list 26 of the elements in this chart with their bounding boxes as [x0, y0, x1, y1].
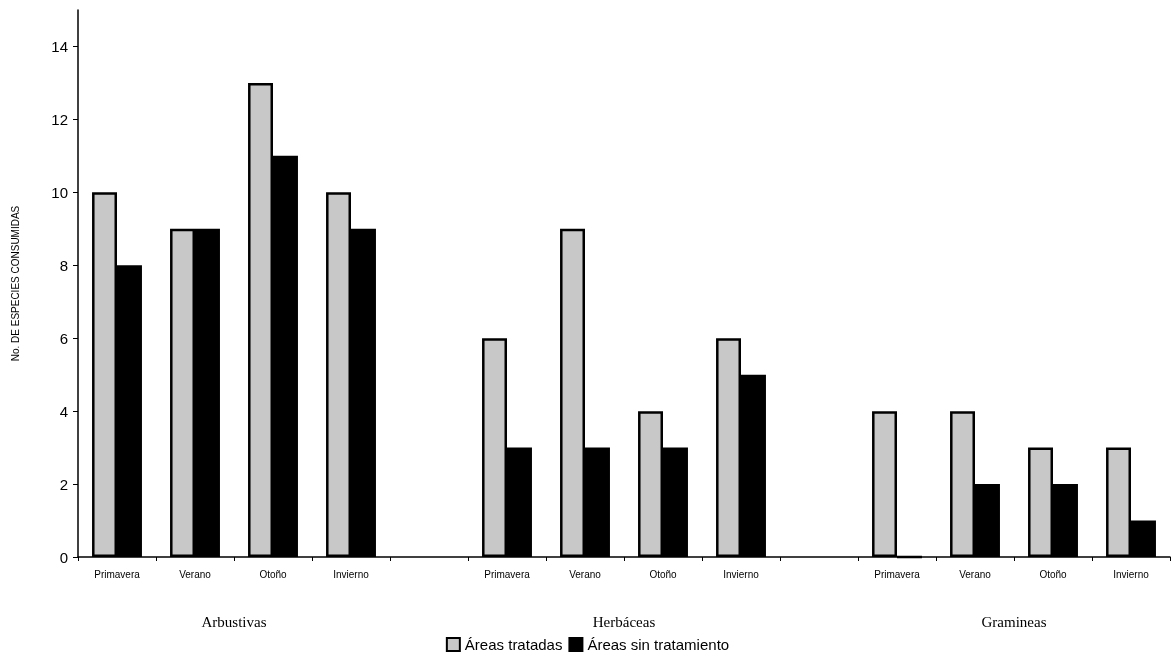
- y-tick-label: 14: [51, 37, 68, 55]
- y-tick-label: 8: [59, 256, 68, 274]
- x-tick-label: Verano: [959, 568, 992, 580]
- text: Herbáceas: [592, 614, 656, 630]
- x-tick-label: Invierno: [723, 568, 760, 580]
- y-tick-label: 2: [59, 475, 68, 493]
- legend-label: Áreas sin tratamiento: [587, 636, 730, 653]
- legend-label: Áreas tratadas: [464, 636, 563, 653]
- x-tick-label: Primavera: [874, 568, 921, 580]
- x-tick-label: Otoño: [259, 568, 288, 580]
- x-tick-label: Otoño: [649, 568, 678, 580]
- x-tick-label: Otoño: [1039, 568, 1068, 580]
- x-tick-label: Primavera: [94, 568, 141, 580]
- x-tick-label: Primavera: [484, 568, 531, 580]
- x-tick-label: Invierno: [1113, 568, 1150, 580]
- x-tick-label: Verano: [179, 568, 212, 580]
- y-tick-label: 10: [51, 183, 68, 201]
- x-tick-label: Verano: [569, 568, 602, 580]
- y-tick-label: 4: [59, 402, 68, 420]
- y-tick-label: 0: [59, 548, 68, 566]
- y-tick-label: 6: [59, 329, 68, 347]
- text: Arbustivas: [201, 614, 267, 630]
- text: Gramineas: [981, 614, 1047, 630]
- y-axis-title: No. DE ESPECIES CONSUMIDAS: [9, 205, 21, 362]
- x-tick-label: Invierno: [333, 568, 370, 580]
- y-tick-label: 12: [51, 110, 68, 128]
